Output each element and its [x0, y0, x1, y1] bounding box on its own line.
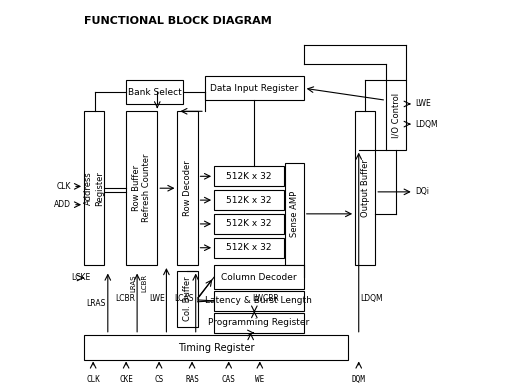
FancyBboxPatch shape	[355, 111, 375, 265]
Text: DQM: DQM	[352, 375, 366, 384]
FancyBboxPatch shape	[214, 238, 284, 258]
Text: LRAS: LRAS	[86, 299, 106, 308]
Text: Output Buffer: Output Buffer	[361, 159, 370, 217]
FancyBboxPatch shape	[177, 271, 197, 328]
FancyBboxPatch shape	[126, 80, 183, 104]
Text: CLK: CLK	[86, 375, 100, 384]
Text: LCBR: LCBR	[141, 274, 147, 292]
Text: CLK: CLK	[57, 182, 71, 191]
Text: LCBR: LCBR	[115, 294, 135, 303]
Text: CAS: CAS	[222, 375, 236, 384]
Text: Row Buffer
Refresh Counter: Row Buffer Refresh Counter	[132, 154, 152, 222]
FancyBboxPatch shape	[205, 76, 304, 100]
Text: DQi: DQi	[416, 187, 430, 196]
Text: ADD: ADD	[54, 200, 71, 209]
Text: FUNCTIONAL BLOCK DIAGRAM: FUNCTIONAL BLOCK DIAGRAM	[84, 16, 272, 26]
Text: LDQM: LDQM	[416, 119, 438, 129]
Text: LCAS: LCAS	[174, 294, 194, 303]
Text: LWE: LWE	[149, 294, 165, 303]
FancyBboxPatch shape	[285, 162, 304, 265]
FancyBboxPatch shape	[214, 214, 284, 234]
Text: 512K x 32: 512K x 32	[226, 243, 272, 252]
Text: Sense AMP: Sense AMP	[290, 191, 299, 237]
Text: Data Input Register: Data Input Register	[210, 84, 298, 93]
FancyBboxPatch shape	[214, 265, 304, 289]
Text: Row Decoder: Row Decoder	[183, 161, 192, 216]
Text: LCKE: LCKE	[71, 273, 90, 283]
Text: Programming Register: Programming Register	[208, 318, 310, 327]
Text: LWE: LWE	[416, 99, 431, 108]
Text: CKE: CKE	[119, 375, 133, 384]
Text: Column Decoder: Column Decoder	[221, 273, 297, 281]
Text: 512K x 32: 512K x 32	[226, 195, 272, 205]
Text: Address
Register: Address Register	[84, 171, 104, 206]
FancyBboxPatch shape	[386, 80, 407, 150]
FancyBboxPatch shape	[84, 111, 104, 265]
FancyBboxPatch shape	[214, 166, 284, 186]
Text: Col. Buffer: Col. Buffer	[183, 277, 192, 321]
Text: Timing Register: Timing Register	[178, 343, 254, 353]
FancyBboxPatch shape	[177, 111, 197, 265]
Text: CS: CS	[155, 375, 164, 384]
FancyBboxPatch shape	[214, 190, 284, 210]
Text: Bank Select: Bank Select	[128, 88, 181, 96]
FancyBboxPatch shape	[126, 111, 157, 265]
Text: LDQM: LDQM	[361, 294, 383, 303]
Text: RAS: RAS	[185, 375, 199, 384]
Text: 512K x 32: 512K x 32	[226, 219, 272, 228]
Text: LRAS: LRAS	[130, 274, 136, 292]
Text: LWCBR: LWCBR	[252, 294, 279, 303]
FancyBboxPatch shape	[84, 335, 348, 360]
Text: Latency & Burst Length: Latency & Burst Length	[206, 296, 313, 305]
FancyBboxPatch shape	[214, 291, 304, 311]
FancyBboxPatch shape	[214, 313, 304, 333]
Text: WE: WE	[255, 375, 265, 384]
Text: I/O Control: I/O Control	[392, 93, 401, 137]
Text: 512K x 32: 512K x 32	[226, 172, 272, 181]
